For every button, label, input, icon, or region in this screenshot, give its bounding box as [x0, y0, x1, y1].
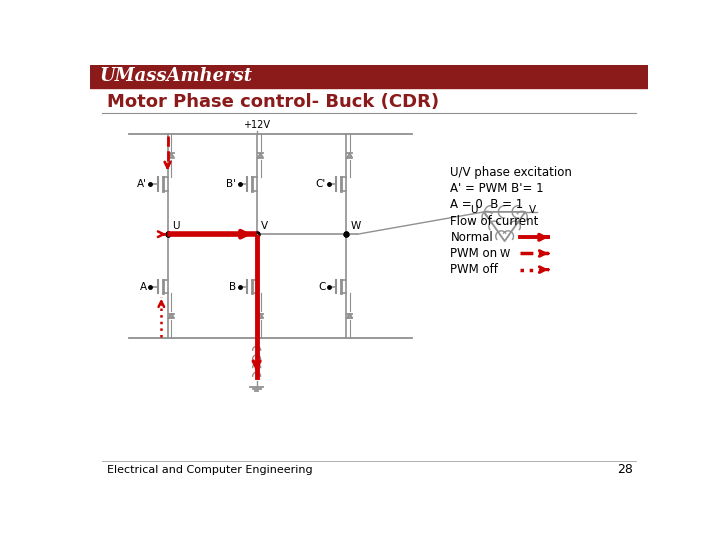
Text: C: C [318, 281, 325, 292]
Text: U/V phase excitation: U/V phase excitation [451, 166, 572, 179]
Text: 28: 28 [616, 463, 632, 476]
Text: Electrical and Computer Engineering: Electrical and Computer Engineering [107, 465, 312, 475]
Text: A: A [140, 281, 148, 292]
Text: C': C' [315, 179, 325, 189]
Text: U: U [172, 221, 180, 231]
Polygon shape [347, 314, 352, 318]
Text: PWM on: PWM on [451, 247, 498, 260]
Text: V: V [529, 205, 536, 214]
Text: A': A' [138, 179, 148, 189]
Text: W: W [351, 221, 361, 231]
Polygon shape [258, 314, 264, 318]
Text: Normal: Normal [451, 231, 493, 244]
Text: Motor Phase control- Buck (CDR): Motor Phase control- Buck (CDR) [107, 93, 439, 111]
Text: B: B [230, 281, 236, 292]
Polygon shape [347, 153, 352, 158]
Text: W: W [500, 249, 510, 259]
Text: Flow of current: Flow of current [451, 214, 539, 228]
Polygon shape [168, 314, 174, 318]
Text: B': B' [227, 179, 236, 189]
Text: UMassAmherst: UMassAmherst [99, 68, 253, 85]
Polygon shape [168, 153, 174, 158]
Text: PWM off: PWM off [451, 263, 498, 276]
Text: U: U [470, 205, 478, 214]
Polygon shape [258, 153, 264, 158]
Bar [90, 65, 648, 88]
Text: V: V [261, 221, 269, 231]
Text: A' = PWM B'= 1: A' = PWM B'= 1 [451, 183, 544, 195]
Text: +12V: +12V [243, 120, 270, 130]
Text: A = 0  B = 1: A = 0 B = 1 [451, 198, 523, 212]
